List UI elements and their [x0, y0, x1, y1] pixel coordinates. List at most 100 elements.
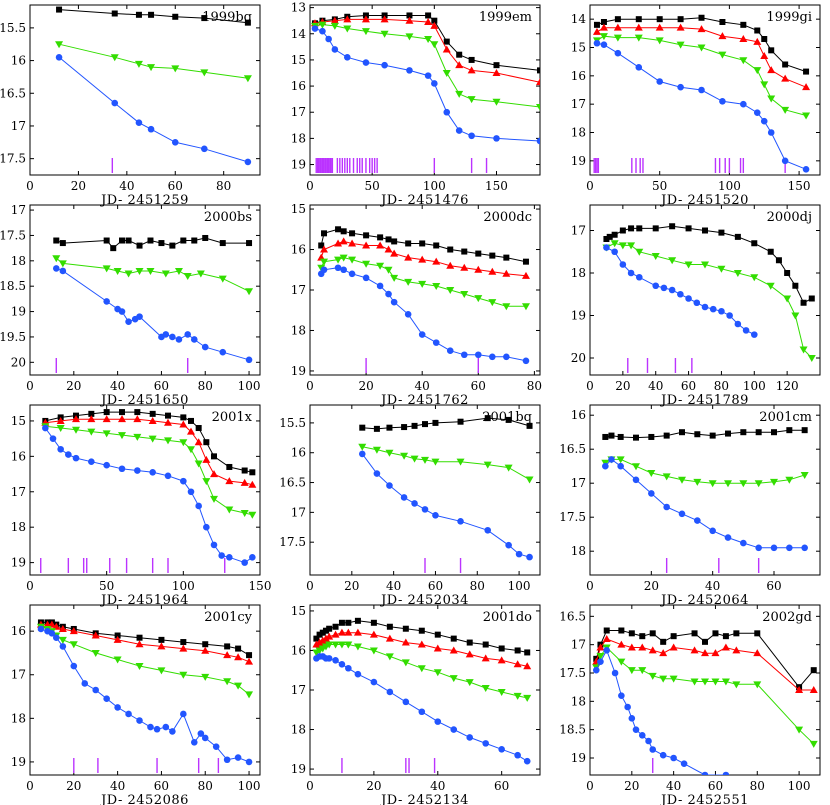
data-point-black — [431, 17, 438, 24]
data-point-green — [634, 34, 643, 42]
panel-title: 2001x — [212, 410, 253, 425]
series-line-blue — [58, 56, 249, 163]
data-point-green — [647, 470, 656, 477]
panel-2001cy: 0 20 40 60 80 100 16 17 18 19 2001cy JD- 2452086 — [11, 604, 261, 805]
y-tick-label: 13 — [291, 1, 306, 15]
x-tick-label: 20 — [624, 779, 639, 793]
data-point-black — [203, 439, 210, 446]
data-point-blue — [468, 132, 475, 140]
data-point-blue — [432, 339, 440, 346]
data-point-black — [614, 16, 621, 23]
data-point-blue — [338, 661, 346, 668]
data-point-blue — [593, 39, 601, 47]
y-tick-label: 18 — [11, 254, 26, 268]
y-tick-label: 19 — [571, 309, 586, 323]
x-tick-label: 60 — [471, 379, 486, 393]
data-point-black — [635, 16, 642, 23]
plot-frame — [29, 604, 261, 776]
x-tick-label: 20 — [644, 579, 659, 593]
y-tick-label: 17 — [11, 119, 26, 133]
data-point-red — [405, 16, 414, 24]
data-point-black — [419, 240, 426, 247]
data-point-green — [133, 433, 142, 441]
y-tick-label: 15.5 — [0, 21, 26, 35]
data-point-red — [659, 649, 668, 657]
data-point-red — [497, 656, 506, 664]
data-point-green — [339, 254, 348, 262]
x-tick-label: 100 — [743, 379, 766, 393]
x-tick-label: 40 — [705, 579, 720, 593]
plot-area — [601, 427, 809, 573]
data-point-black — [670, 633, 677, 640]
data-point-blue — [760, 117, 768, 125]
data-point-green — [58, 260, 67, 268]
data-point-green — [358, 443, 367, 451]
data-point-blue — [331, 46, 339, 53]
series-line-blue — [361, 453, 530, 558]
data-point-black — [786, 427, 793, 434]
data-point-black — [125, 237, 132, 244]
data-point-black — [443, 38, 450, 45]
data-point-red — [157, 642, 166, 650]
y-tick-label: 19 — [291, 158, 306, 172]
panel-1999em: 0 50 100 150 13 14 15 16 17 18 19 1999em JD- 2451476 — [291, 1, 541, 208]
data-point-green — [684, 261, 693, 269]
x-tick-label: 0 — [586, 579, 594, 593]
data-point-green — [613, 34, 622, 42]
data-point-green — [596, 653, 605, 660]
data-point-blue — [693, 299, 701, 307]
data-point-blue — [740, 100, 747, 108]
data-point-green — [102, 265, 111, 273]
data-point-red — [669, 643, 678, 651]
data-point-green — [627, 667, 636, 675]
data-point-green — [676, 41, 685, 49]
data-point-black — [489, 252, 496, 259]
data-point-blue — [523, 757, 531, 765]
data-point-blue — [680, 760, 688, 767]
data-point-blue — [201, 145, 208, 153]
data-point-black — [313, 635, 320, 642]
data-point-green — [750, 274, 759, 282]
data-point-black — [411, 422, 418, 429]
data-point-green — [343, 25, 352, 33]
data-point-black — [537, 67, 540, 74]
data-point-green — [113, 267, 122, 275]
data-point-blue — [70, 662, 78, 670]
data-point-blue — [489, 353, 496, 361]
data-point-black — [370, 619, 377, 626]
data-point-black — [53, 237, 60, 244]
data-point-black — [694, 431, 701, 438]
x-tick-label: 100 — [423, 179, 446, 193]
data-point-blue — [88, 458, 95, 465]
y-tick-label: 16 — [11, 624, 26, 638]
data-point-black — [402, 625, 409, 632]
data-point-green — [72, 426, 80, 434]
y-tick-label: 15 — [291, 53, 306, 67]
series-line-red — [596, 27, 807, 88]
data-point-blue — [164, 472, 172, 480]
data-point-green — [225, 506, 234, 514]
data-point-black — [195, 425, 202, 432]
data-point-black — [677, 16, 684, 23]
data-point-blue — [659, 751, 667, 759]
data-point-blue — [722, 771, 730, 775]
data-point-red — [732, 646, 741, 654]
data-point-blue — [134, 467, 141, 474]
plot-area — [358, 415, 534, 573]
data-point-blue — [373, 470, 381, 477]
data-point-black — [110, 245, 117, 252]
data-point-blue — [153, 725, 161, 733]
data-point-blue — [632, 726, 640, 733]
panel-title: 2000bs — [204, 210, 252, 225]
data-point-red — [390, 249, 399, 257]
x-tick-label: 100 — [238, 779, 261, 793]
x-axis-label: JD- 2451789 — [659, 393, 749, 408]
data-point-green — [753, 681, 762, 689]
data-point-blue — [632, 476, 640, 484]
x-tick-label: 40 — [415, 379, 430, 393]
data-point-green — [210, 495, 218, 503]
data-point-black — [633, 434, 639, 441]
data-point-green — [648, 672, 657, 680]
panel-title: 2000dj — [767, 210, 812, 225]
